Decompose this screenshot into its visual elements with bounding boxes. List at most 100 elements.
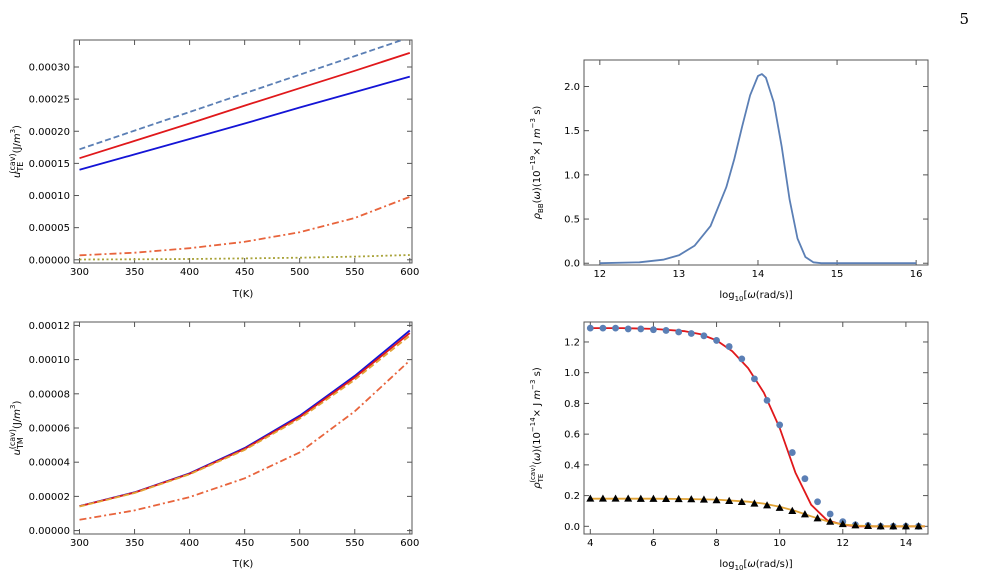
- data-point-circle: [637, 325, 645, 333]
- x-tick-label: 600: [400, 538, 419, 549]
- data-point-circle: [814, 498, 821, 506]
- x-tick-label: 10: [773, 538, 786, 549]
- y-tick-label: 0.00006: [29, 424, 70, 435]
- data-point-triangle: [889, 522, 898, 530]
- y-tick-label: 0.00000: [29, 526, 70, 537]
- x-axis-label: T(K): [232, 559, 254, 570]
- data-point-circle: [763, 396, 771, 404]
- y-tick-label: 1.5: [564, 126, 580, 137]
- data-point-circle: [612, 324, 619, 332]
- y-tick-label: 0.00000: [29, 255, 70, 266]
- y-tick-label: 0.00020: [29, 127, 70, 138]
- series-line: [79, 40, 405, 151]
- x-tick-label: 400: [180, 267, 199, 278]
- plot-frame: [583, 321, 929, 535]
- data-point-triangle: [586, 494, 595, 502]
- y-axis-label: uTM(cav)(J/m3): [8, 401, 25, 456]
- y-tick-label: 0.8: [564, 399, 580, 410]
- data-point-circle: [776, 421, 784, 429]
- x-tick-label: 12: [593, 269, 606, 280]
- data-point-triangle: [699, 495, 708, 503]
- data-point-triangle: [851, 521, 860, 529]
- x-axis-label: T(K): [232, 289, 254, 300]
- plot-frame: [583, 59, 929, 266]
- y-tick-label: 1.0: [564, 170, 580, 181]
- y-tick-label: 0.00015: [29, 159, 70, 170]
- y-tick-label: 0.00012: [29, 321, 70, 332]
- x-tick-label: 500: [290, 267, 309, 278]
- y-tick-label: 0.5: [564, 215, 580, 226]
- series-line: [79, 195, 411, 257]
- x-tick-label: 400: [180, 538, 199, 549]
- data-point-triangle: [788, 506, 797, 514]
- data-point-circle: [801, 475, 809, 483]
- data-point-circle: [826, 510, 834, 518]
- x-tick-label: 550: [345, 538, 364, 549]
- plot-frame: [73, 321, 413, 535]
- x-tick-label: 300: [70, 538, 89, 549]
- data-point-circle: [624, 325, 632, 333]
- y-axis-label: uTE(cav)(J/m3): [8, 125, 25, 178]
- y-tick-label: 0.4: [564, 460, 580, 471]
- data-point-circle: [788, 449, 796, 456]
- series-line: [79, 332, 411, 508]
- x-tick-label: 14: [900, 538, 913, 549]
- x-axis-label: log10[ω(rad/s)]: [719, 290, 792, 303]
- data-point-circle: [751, 375, 758, 383]
- x-tick-label: 350: [125, 538, 144, 549]
- y-tick-label: 1.0: [564, 368, 580, 379]
- data-point-triangle: [624, 494, 633, 502]
- y-tick-label: 2.0: [564, 82, 580, 93]
- data-point-circle: [599, 324, 607, 332]
- x-tick-label: 450: [235, 267, 254, 278]
- data-point-triangle: [636, 494, 645, 502]
- y-tick-label: 0.6: [564, 430, 580, 441]
- x-tick-label: 12: [836, 538, 849, 549]
- series-line: [79, 254, 410, 261]
- series-line: [599, 73, 917, 265]
- series-group: [586, 324, 925, 530]
- data-point-triangle: [687, 495, 696, 503]
- data-point-circle: [700, 332, 708, 340]
- x-tick-label: 300: [70, 267, 89, 278]
- chart-TE-cavity-spectrum: 4 6 8 10 12 14 0.0 0.2 0.4 0.6 0.8 1.0 1.2 log10[ω(ra…: [529, 321, 929, 572]
- data-point-triangle: [712, 496, 721, 504]
- data-point-triangle: [750, 499, 759, 507]
- chart-TE-energy-vs-temperature: 300 350 400 450 500 550 600 0.00000 0.00005 0.000…: [8, 39, 419, 300]
- series-line: [79, 334, 411, 508]
- data-point-triangle: [826, 517, 835, 525]
- data-point-triangle: [611, 494, 620, 502]
- data-point-triangle: [876, 522, 885, 530]
- x-tick-label: 8: [713, 538, 719, 549]
- data-point-triangle: [763, 501, 772, 509]
- x-tick-label: 500: [290, 538, 309, 549]
- series-line: [79, 75, 411, 171]
- data-point-triangle: [775, 503, 784, 511]
- series-line: [79, 52, 411, 160]
- data-point-circle: [713, 337, 720, 344]
- y-tick-label: 0.00004: [29, 458, 70, 469]
- data-point-circle: [586, 324, 594, 332]
- data-point-triangle: [725, 496, 734, 504]
- x-axis-label: log10[ω(rad/s)]: [719, 559, 792, 572]
- y-tick-label: 0.00010: [29, 191, 70, 202]
- data-point-circle: [675, 328, 683, 336]
- x-tick-label: 15: [831, 269, 844, 280]
- data-point-triangle: [800, 510, 809, 518]
- data-point-triangle: [649, 494, 658, 502]
- data-point-circle: [650, 326, 657, 334]
- plot-frame: [73, 39, 413, 264]
- data-point-triangle: [674, 494, 683, 503]
- data-point-circle: [662, 327, 670, 334]
- data-point-circle: [738, 355, 746, 363]
- y-tick-label: 0.00025: [29, 95, 70, 106]
- series-line: [590, 497, 925, 528]
- x-tick-label: 600: [400, 267, 419, 278]
- series-group: [599, 73, 917, 265]
- y-tick-label: 0.2: [564, 491, 580, 502]
- data-point-triangle: [864, 521, 873, 530]
- x-tick-label: 350: [125, 267, 144, 278]
- series-line: [79, 329, 411, 507]
- data-point-triangle: [598, 494, 607, 502]
- page-number: 5: [959, 10, 969, 28]
